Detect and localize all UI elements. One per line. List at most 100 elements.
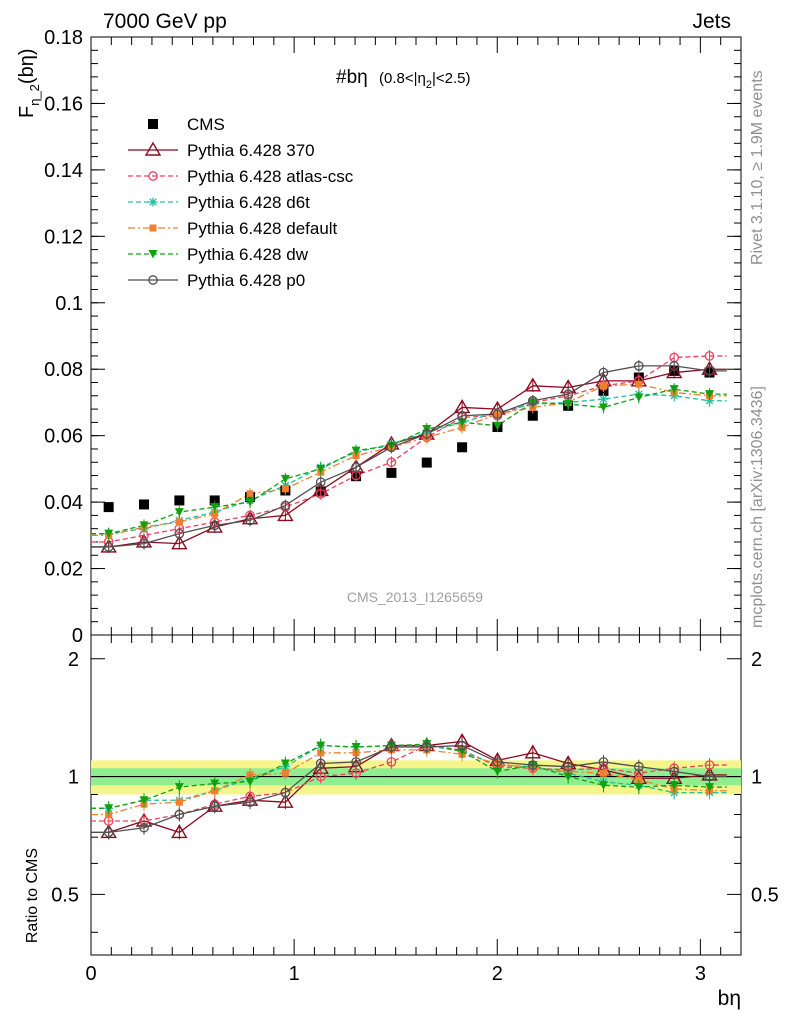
legend-marker-default	[149, 224, 157, 232]
ratio-point-p0	[103, 827, 114, 838]
data-point-dw	[316, 464, 326, 474]
data-point-p0	[633, 361, 644, 371]
ratio-y-axis-label: Ratio to CMS	[24, 848, 41, 943]
ratio-point-p0	[174, 809, 185, 820]
ratio-line-p0	[91, 744, 727, 834]
ratio-panel: 0.5 0.5 1 1 2 2 Ratio to CMS	[24, 634, 779, 956]
data-point-dw	[669, 385, 679, 394]
data-point-dw	[104, 529, 114, 539]
y-tick-label: 0.06	[44, 426, 83, 448]
series-line-d6t	[91, 393, 727, 535]
chart-title-sub3: |<2.5)	[432, 70, 471, 87]
y-tick-label: 0.1	[55, 293, 83, 315]
ratio-y-tick-label: 0.5	[51, 884, 79, 906]
data-point-d6t	[598, 394, 608, 404]
data-point-CMS	[209, 495, 220, 506]
x-tick-labels: 0 1 2 3	[85, 963, 706, 985]
ratio-point-default	[317, 749, 325, 757]
ratio-point-dw	[492, 767, 502, 777]
data-point-p0	[492, 409, 503, 419]
data-point-p0	[457, 410, 467, 421]
y-tick-label: 0.02	[44, 559, 83, 581]
data-point-default	[635, 380, 643, 388]
ratio-point-p0	[492, 757, 503, 767]
series-line-p0	[91, 365, 727, 548]
data-point-atlas	[704, 351, 715, 361]
legend-marker-CMS	[148, 119, 158, 129]
data-point-atlas	[386, 457, 397, 468]
ratio-line-dw	[91, 743, 727, 809]
data-point-default	[281, 485, 289, 493]
legend-marker-atlas	[148, 171, 158, 181]
data-point-default	[246, 490, 254, 498]
series-line-p370	[91, 368, 727, 548]
data-point-dw	[139, 521, 149, 530]
series-line-default	[91, 383, 727, 536]
y-tick-label: 0.16	[44, 93, 83, 115]
series-line-dw	[91, 388, 727, 535]
legend-marker-p0	[148, 275, 158, 285]
ratio-point-p0	[527, 760, 538, 770]
legend-marker-dw	[148, 250, 158, 259]
ratio-point-default	[599, 769, 607, 777]
data-point-p0	[386, 442, 397, 453]
data-point-CMS	[139, 499, 150, 510]
data-point-p0	[669, 361, 680, 371]
data-point-dw	[280, 474, 290, 484]
data-point-p370	[277, 507, 294, 522]
data-point-p370	[171, 535, 188, 550]
ratio-line-default	[91, 749, 727, 816]
ratio-point-dw	[174, 783, 184, 792]
ratio-point-p0	[633, 761, 644, 772]
data-point-dw	[598, 403, 608, 412]
data-point-p0	[209, 520, 220, 531]
data-point-CMS	[457, 442, 468, 453]
data-point-p0	[174, 528, 185, 539]
data-point-p0	[315, 477, 326, 488]
data-point-dw	[634, 393, 644, 402]
ratio-y-tick-label-right: 1	[751, 767, 762, 789]
data-point-CMS	[421, 457, 432, 468]
ratio-point-p0	[598, 757, 609, 767]
data-point-CMS	[174, 495, 185, 506]
x-tick-label: 0	[85, 963, 96, 985]
y-tick-label: 0.14	[44, 160, 83, 182]
data-point-dw	[351, 446, 361, 456]
ratio-point-dw	[245, 777, 255, 787]
ratio-point-default	[211, 787, 219, 795]
ratio-point-dw	[210, 779, 220, 789]
chart-title-sub: (0.8<|η	[379, 70, 426, 87]
y-axis-label-sub: η_2	[27, 84, 42, 106]
header-left: 7000 GeV pp	[103, 10, 227, 33]
ratio-point-p0	[245, 797, 255, 808]
ratio-point-dw	[669, 781, 679, 790]
ratio-point-dw	[598, 781, 608, 790]
ratio-point-dw	[139, 796, 149, 805]
x-tick-label: 1	[289, 963, 300, 985]
data-point-p0	[421, 429, 432, 439]
data-point-dw	[492, 421, 502, 431]
ratio-point-p0	[315, 758, 326, 769]
ratio-point-default	[635, 776, 643, 784]
ratio-point-p370	[524, 744, 542, 759]
data-point-CMS	[386, 467, 397, 478]
chart-title: #bη (0.8<|η2|<2.5)	[336, 67, 470, 91]
header-right: Jets	[692, 10, 731, 33]
legend-label-CMS: CMS	[187, 115, 225, 134]
legend-label-p370: Pythia 6.428 370	[187, 141, 315, 160]
legend: CMS Pythia 6.428 370 Pythia 6.428 atlas-cs…	[128, 115, 354, 290]
ratio-point-dw	[280, 759, 290, 768]
data-point-CMS	[103, 502, 114, 513]
ratio-point-p0	[563, 761, 573, 772]
data-point-p0	[139, 538, 149, 549]
y-axis-label-tail: (bη)	[16, 49, 38, 85]
ratio-point-p0	[704, 771, 715, 782]
y-tick-label: 0.18	[44, 27, 83, 49]
y-axis-label-main: F	[16, 106, 38, 118]
x-axis-label: bη	[718, 987, 741, 1010]
ratio-point-dw	[705, 783, 715, 792]
data-point-p0	[598, 367, 609, 378]
chart-title-main: #bη	[336, 67, 368, 88]
ratio-point-p0	[209, 801, 220, 812]
legend-label-p0: Pythia 6.428 p0	[187, 271, 305, 290]
